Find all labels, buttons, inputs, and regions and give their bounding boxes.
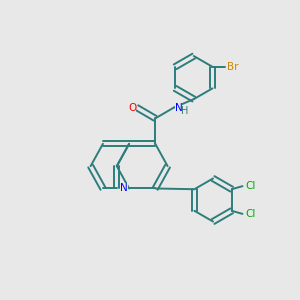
Text: H: H (181, 106, 188, 116)
Text: N: N (175, 103, 182, 112)
Text: Br: Br (227, 62, 238, 72)
Text: Cl: Cl (245, 181, 255, 191)
Text: Cl: Cl (245, 209, 255, 219)
Text: O: O (128, 103, 136, 112)
Text: N: N (120, 184, 128, 194)
